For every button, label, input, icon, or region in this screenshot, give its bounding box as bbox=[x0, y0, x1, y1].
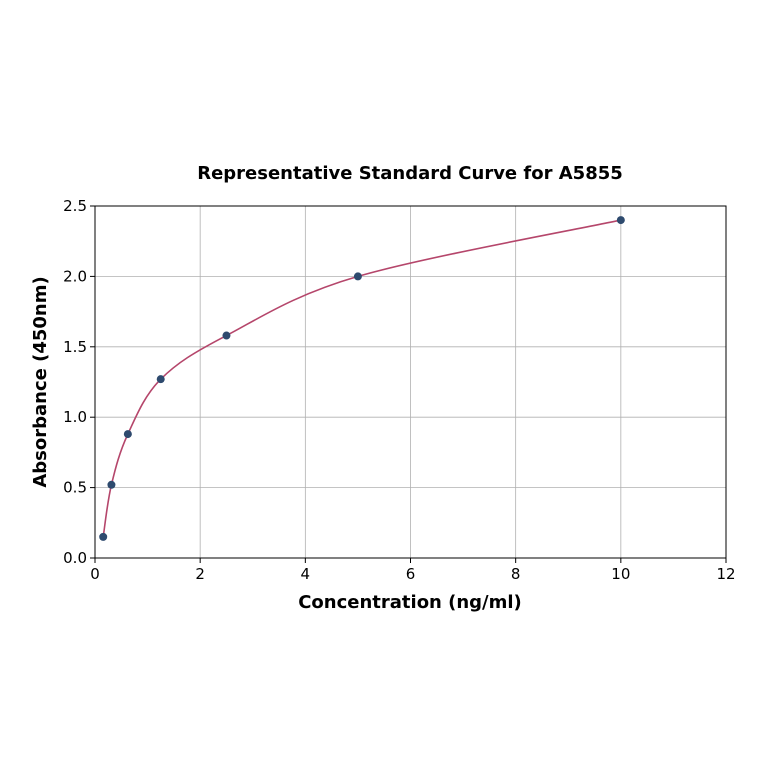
y-tick-label: 0.5 bbox=[63, 479, 87, 497]
x-tick-label: 10 bbox=[611, 565, 630, 583]
plot-frame bbox=[94, 205, 727, 559]
y-tick-label: 2.5 bbox=[63, 197, 87, 215]
data-point bbox=[616, 216, 625, 225]
x-tick-label: 0 bbox=[90, 565, 100, 583]
data-point bbox=[123, 430, 132, 439]
x-tick-label: 4 bbox=[301, 565, 311, 583]
data-point bbox=[353, 272, 362, 281]
chart-title: Representative Standard Curve for A5855 bbox=[197, 163, 623, 184]
y-axis-label: Absorbance (450nm) bbox=[30, 276, 51, 487]
data-point bbox=[99, 532, 108, 541]
fit-curve bbox=[102, 219, 622, 538]
x-axis-label: Concentration (ng/ml) bbox=[298, 592, 522, 613]
data-point bbox=[156, 375, 165, 384]
x-tick-label: 12 bbox=[716, 565, 735, 583]
x-tick-label: 2 bbox=[195, 565, 205, 583]
data-point bbox=[107, 480, 116, 489]
data-point bbox=[222, 331, 231, 340]
x-tick-label: 8 bbox=[511, 565, 521, 583]
y-tick-label: 2.0 bbox=[63, 267, 87, 285]
y-tick-label: 0.0 bbox=[63, 549, 87, 567]
y-tick-label: 1.0 bbox=[63, 408, 87, 426]
x-tick-label: 6 bbox=[406, 565, 416, 583]
y-tick-label: 1.5 bbox=[63, 338, 87, 356]
